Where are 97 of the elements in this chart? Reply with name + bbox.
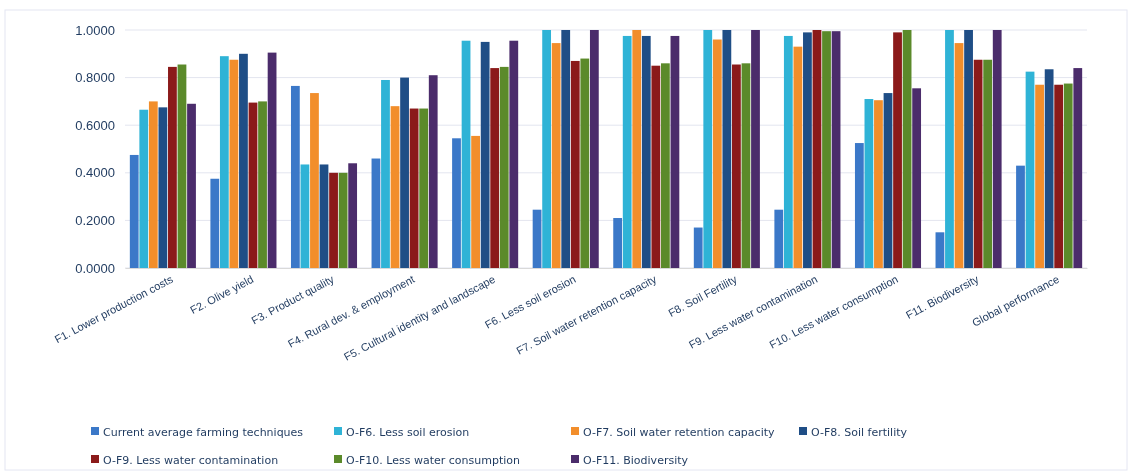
bar: [964, 30, 973, 268]
bar: [954, 43, 964, 268]
bar: [381, 79, 390, 268]
bar: [229, 59, 239, 268]
bar: [300, 164, 310, 268]
bar: [490, 68, 500, 268]
bar: [390, 106, 400, 268]
y-tick-label: 0.4000: [75, 165, 115, 181]
bar: [452, 138, 461, 268]
bar: [1035, 84, 1044, 268]
bar: [1063, 83, 1073, 268]
bar: [239, 53, 248, 268]
bar: [874, 100, 883, 268]
y-tick-label: 0.2000: [75, 213, 115, 229]
bar: [338, 172, 348, 268]
bar: [732, 64, 741, 268]
bar: [480, 41, 490, 268]
bar: [693, 227, 703, 268]
bar: [632, 30, 642, 268]
bar: [290, 85, 300, 268]
bar: [187, 103, 196, 268]
legend-label: O-F6. Less soil erosion: [346, 426, 470, 439]
bar: [371, 158, 381, 268]
bar: [177, 64, 187, 268]
bar: [589, 30, 599, 268]
bar: [129, 154, 139, 268]
bar: [551, 43, 561, 268]
bar: [310, 93, 319, 268]
bar: [783, 35, 793, 268]
y-tick-label: 0.0000: [75, 260, 115, 276]
bar: [542, 30, 552, 268]
bar: [622, 35, 632, 268]
bar: [945, 30, 954, 268]
y-tick-label: 0.6000: [75, 117, 115, 133]
bar: [561, 30, 571, 268]
bar: [822, 31, 831, 268]
bar: [419, 108, 429, 268]
legend-label: O-F8. Soil fertility: [811, 426, 908, 439]
bar: [499, 66, 509, 268]
bar: [651, 65, 661, 268]
y-tick-label: 0.8000: [75, 70, 115, 86]
bar: [258, 101, 267, 268]
bar: [148, 101, 158, 268]
bar: [409, 108, 419, 268]
bar: [428, 75, 438, 268]
bar: [812, 30, 822, 268]
bar: [509, 40, 519, 268]
bar: [570, 60, 580, 268]
bar: [139, 109, 149, 268]
bar: [348, 163, 358, 268]
bar: [854, 143, 864, 268]
bar: [158, 107, 168, 268]
bar: [319, 164, 329, 268]
bar: [831, 31, 841, 268]
bar: [613, 218, 623, 268]
bar: [1044, 69, 1054, 268]
bar: [883, 93, 893, 268]
bar: [712, 39, 722, 268]
bar: [1025, 71, 1035, 268]
bar: [912, 88, 922, 268]
legend-label: O-F7. Soil water retention capacity: [583, 426, 776, 439]
legend-label: O-F10. Less water consumption: [346, 454, 520, 467]
y-tick-label: 1.0000: [75, 22, 115, 38]
legend-label: O-F9. Less water contamination: [103, 454, 279, 467]
bar: [741, 63, 751, 268]
bar: [893, 32, 902, 268]
bar: [660, 63, 670, 268]
bar: [973, 59, 983, 268]
bar: [751, 30, 760, 268]
bar: [935, 232, 945, 268]
bar: [248, 102, 258, 268]
bar: [793, 46, 803, 268]
bar: [580, 58, 590, 268]
bar: [803, 32, 812, 268]
bar: [722, 30, 732, 268]
bar: [703, 30, 713, 268]
bar: [1073, 68, 1083, 268]
bar: [400, 77, 409, 268]
bar: [329, 172, 338, 268]
bar: [902, 30, 912, 268]
bar: [992, 30, 1002, 268]
bar: [983, 59, 993, 268]
bar: [210, 178, 220, 268]
bar: [1054, 84, 1064, 268]
bar: [471, 135, 480, 268]
bar: [168, 66, 177, 268]
bar: [864, 99, 874, 268]
bar: [219, 56, 229, 268]
bar: [641, 35, 651, 268]
legend-label: O-F11. Biodiversity: [583, 454, 689, 467]
bar: [1016, 165, 1025, 268]
bar: [670, 35, 680, 268]
bar: [532, 209, 542, 268]
bar: [461, 40, 471, 268]
legend-label: Current average farming techniques: [103, 426, 304, 439]
bar: [267, 52, 277, 268]
bar: [774, 209, 784, 268]
